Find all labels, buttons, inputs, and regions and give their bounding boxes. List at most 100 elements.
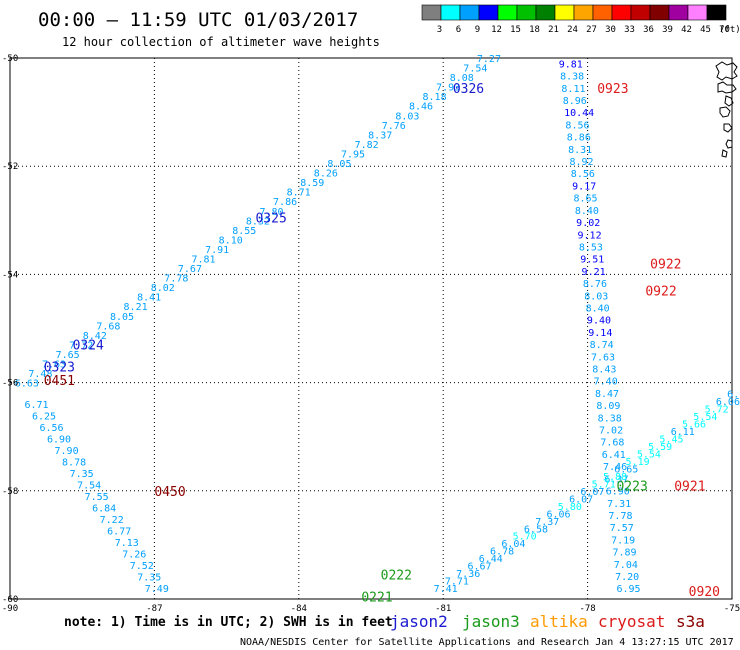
swh-value-label: 8.92 (569, 157, 593, 168)
lat-tick-label: -58 (2, 487, 18, 497)
swh-value-label: 7.72 (69, 340, 93, 351)
lon-tick-label: -87 (146, 604, 162, 614)
satellite-legend: jason2 jason3 altika cryosat s3a (390, 612, 705, 631)
swh-value-label: 7.86 (273, 197, 297, 208)
swh-value-label: 8.21 (124, 302, 148, 313)
swh-value-label: 7.52 (130, 561, 154, 572)
swh-value-label: 6.90 (47, 435, 71, 446)
swh-value-label: 9.02 (576, 218, 600, 229)
swh-value-label: 7.78 (608, 511, 632, 522)
lat-tick-label: -50 (2, 54, 18, 64)
swh-value-label: 7.67 (178, 264, 202, 275)
colorbar-label: 39 (662, 25, 673, 35)
swh-value-label: 7.19 (611, 535, 635, 546)
legend-item-cryosat: cryosat (598, 612, 665, 631)
lat-tick-label: -60 (2, 595, 18, 605)
lon-tick-label: -84 (291, 604, 307, 614)
colorbar-label: 70 (719, 25, 730, 35)
coastline-segment (717, 81, 737, 94)
swh-value-label: 7.93 (436, 83, 460, 94)
swh-value-label: 7.71 (445, 577, 469, 588)
colorbar-swatch (535, 4, 556, 21)
legend-item-s3a: s3a (676, 612, 705, 631)
time-label: 0221 (361, 590, 392, 605)
swh-value-label: 8.76 (583, 279, 607, 290)
colorbar-label: 45 (700, 25, 711, 35)
swh-value-label: 7.37 (535, 517, 559, 528)
colorbar-swatch (497, 4, 518, 21)
swh-value-label: 8.78 (62, 458, 86, 469)
time-label: 0450 (154, 485, 185, 500)
legend-item-jason3: jason3 (462, 612, 520, 631)
swh-value-label: 8.37 (368, 130, 392, 141)
swh-value-label: 8.18 (423, 92, 447, 103)
lon-tick-label: -81 (435, 604, 451, 614)
swh-value-label: 10.44 (564, 108, 594, 119)
coastline-segment (721, 149, 728, 158)
coastline-segment (715, 61, 738, 81)
time-label: 0325 (255, 212, 286, 227)
coastline-segment (723, 123, 733, 133)
lat-tick-label: -52 (2, 162, 18, 172)
note-text: note: 1) Time is in UTC; 2) SWH is in fe… (64, 615, 393, 630)
swh-value-label: 6.07 (580, 487, 604, 498)
swh-value-label: 8.40 (586, 303, 610, 314)
colorbar-swatch (421, 4, 442, 21)
swh-value-label: 7.26 (122, 550, 146, 561)
colorbar-unit: (ft) (719, 25, 740, 35)
swh-value-label: 8.56 (565, 120, 589, 131)
map-frame (9, 57, 733, 600)
swh-value-label: 8.56 (571, 169, 595, 180)
swh-value-label: 5.66 (682, 419, 706, 430)
swh-value-label: 7.54 (77, 481, 101, 492)
colorbar-label: 36 (643, 25, 654, 35)
swh-value-label: 6.95 (616, 584, 640, 595)
swh-value-label: 6.65 (614, 464, 638, 475)
colorbar-swatch (573, 4, 594, 21)
swh-value-label: 8.96 (563, 96, 587, 107)
map-grid (10, 58, 732, 599)
time-label: 0921 (674, 479, 705, 494)
lon-tick-label: -90 (2, 604, 18, 614)
swh-value-label: 7.78 (164, 274, 188, 285)
colorbar-label: 18 (529, 25, 540, 35)
swh-value-label: 7.46 (603, 462, 627, 473)
swh-value-label: 7.57 (610, 523, 634, 534)
swh-value-label: 6.67 (467, 562, 491, 573)
swh-value-label: 6.63 (15, 379, 39, 390)
swh-value-label: 7.35 (137, 573, 161, 584)
swh-value-label: 8.05 (327, 159, 351, 170)
swh-value-label: 8.74 (590, 340, 614, 351)
swh-value-label: 5.54 (637, 449, 661, 460)
swh-value-label: 6.04 (501, 539, 525, 550)
swh-value-label: 8.05 (110, 312, 134, 323)
swh-value-label: 8.55 (232, 226, 256, 237)
swh-value-label: 8.10 (219, 235, 243, 246)
swh-value-label: 8.59 (300, 178, 324, 189)
colorbar-legend: 3 6 9 12 15 18 21 24 27 30 33 36 39 42 45 70(ft) (421, 4, 740, 35)
swh-value-label: 7.95 (341, 149, 365, 160)
swh-value-label: 7.91 (205, 245, 229, 256)
swh-value-label: 7.89 (612, 548, 636, 559)
swh-value-label: 8.03 (395, 111, 419, 122)
colorbar-label: 15 (510, 25, 521, 35)
coastline-segment (725, 139, 733, 149)
colorbar-swatch (611, 4, 632, 21)
swh-value-label: 8.31 (568, 145, 592, 156)
swh-value-label: 7.63 (42, 360, 66, 371)
colorbar-label: 21 (548, 25, 559, 35)
legend-item-jason2: jason2 (390, 612, 448, 631)
swh-value-label: 6.78 (490, 547, 514, 558)
swh-value-label: 7.82 (355, 140, 379, 151)
time-label: 0222 (381, 569, 412, 584)
lat-tick-label: -56 (2, 379, 18, 389)
colorbar-swatch (459, 4, 480, 21)
time-label: 0920 (689, 585, 720, 600)
swh-value-label: 8.53 (579, 242, 603, 253)
satellite-tracks: 6.637.487.637.657.728.427.688.058.218.41… (15, 54, 740, 595)
swh-value-label: 8.47 (595, 389, 619, 400)
swh-value-label: 7.48 (28, 369, 52, 380)
swh-value-label: 7.31 (607, 499, 631, 510)
swh-value-label: 5.88 (603, 472, 627, 483)
